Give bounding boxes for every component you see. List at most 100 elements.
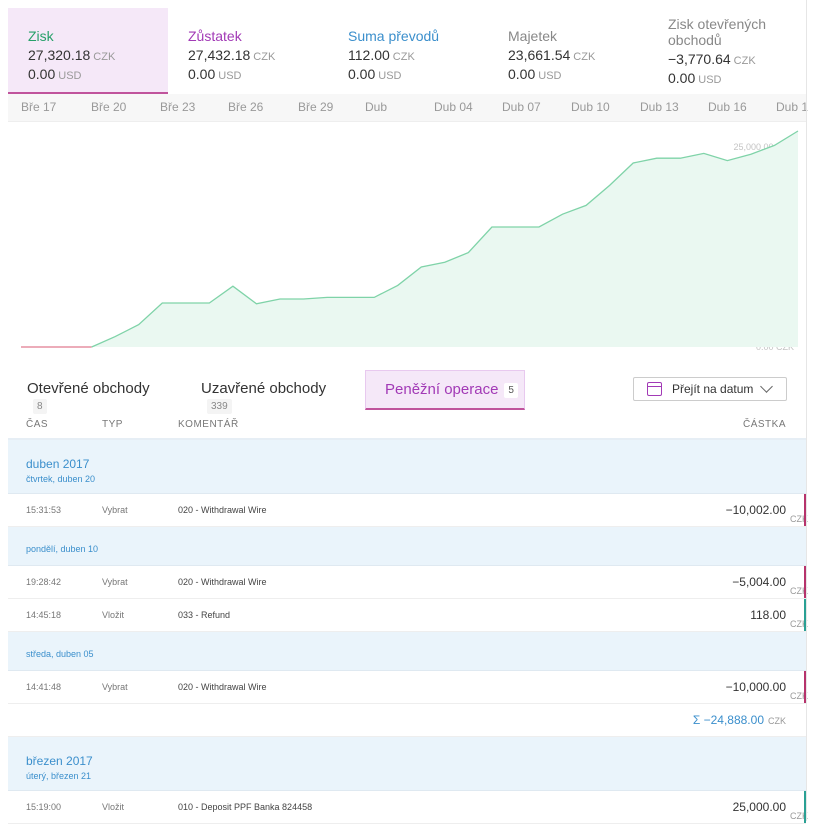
row-time: 15:31:53 bbox=[26, 505, 62, 515]
table-row[interactable]: 19:28:42 Vybrat 020 - Withdrawal Wire −5,00… bbox=[8, 566, 808, 599]
col-amount[interactable]: ČÁSTKA bbox=[742, 419, 786, 430]
row-type-marker bbox=[804, 671, 806, 703]
summary-card[interactable]: Majetek 23,661.54 CZK 0.00 USD bbox=[488, 8, 648, 94]
summary-title: Zisk otevřených obchodů bbox=[668, 16, 767, 48]
date-tick: Dub 13 bbox=[640, 100, 679, 114]
row-type-marker bbox=[804, 791, 806, 823]
unit-label: CZK bbox=[790, 691, 808, 701]
col-comment[interactable]: KOMENTÁŘ bbox=[178, 419, 239, 430]
table-row[interactable]: 15:31:53 Vybrat 020 - Withdrawal Wire −10,0… bbox=[8, 494, 808, 527]
date-tick: Dub 16 bbox=[708, 100, 747, 114]
row-type: Vložit bbox=[102, 610, 125, 620]
group-header: březen 2017 úterý, březen 21 bbox=[8, 737, 806, 791]
summary-usd: 0.00 USD bbox=[348, 66, 402, 82]
summary-czk: 112.00 CZK bbox=[348, 47, 415, 63]
unit-label: CZK bbox=[790, 619, 808, 629]
group-day: úterý, březen 21 bbox=[26, 771, 92, 781]
row-amount: −10,000.00 CZK bbox=[725, 680, 808, 701]
row-type-marker bbox=[804, 599, 806, 631]
row-amount: 25,000.00 CZK bbox=[732, 800, 808, 821]
summary-card[interactable]: Zisk otevřených obchodů −3,770.64 CZK 0.00 U… bbox=[648, 8, 806, 94]
date-tick: Bře 23 bbox=[160, 100, 196, 114]
tab-label: Otevřené obchody bbox=[27, 380, 150, 397]
date-tick: Bře 29 bbox=[298, 100, 334, 114]
summary-czk: 27,432.18 CZK bbox=[188, 47, 276, 63]
group-day: středa, duben 05 bbox=[26, 649, 94, 659]
summary-usd: 0.00 USD bbox=[188, 66, 242, 82]
tab-closed[interactable]: Uzavřené obchody 339 bbox=[182, 370, 352, 414]
row-type: Vložit bbox=[102, 802, 125, 812]
unit-label: CZK bbox=[790, 586, 808, 596]
unit-label: USD bbox=[698, 74, 722, 86]
row-comment: 020 - Withdrawal Wire bbox=[178, 682, 267, 692]
profit-chart: 0.00 CZK5,000.00 CZK10,000.00 CZK15,000.… bbox=[21, 130, 799, 352]
date-tick: Dub bbox=[365, 100, 388, 114]
group-month: duben 2017 bbox=[26, 457, 90, 471]
summary-card[interactable]: Zisk 27,320.18 CZK 0.00 USD bbox=[8, 8, 168, 94]
row-time: 14:41:48 bbox=[26, 682, 62, 692]
unit-label: CZK bbox=[392, 51, 415, 63]
col-time[interactable]: ČAS bbox=[26, 419, 49, 430]
summary-czk: 23,661.54 CZK bbox=[508, 47, 596, 63]
row-amount: −5,004.00 CZK bbox=[732, 575, 808, 596]
row-comment: 020 - Withdrawal Wire bbox=[178, 577, 267, 587]
area-fill bbox=[21, 131, 798, 347]
unit-label: CZK bbox=[253, 51, 276, 63]
table-row[interactable]: 14:45:18 Vložit 033 - Refund 118.00 CZK bbox=[8, 599, 808, 632]
date-tick: Dub 10 bbox=[571, 100, 610, 114]
summary-card[interactable]: Zůstatek 27,432.18 CZK 0.00 USD bbox=[168, 8, 328, 94]
row-type-marker bbox=[804, 566, 806, 598]
unit-label: CZK bbox=[573, 51, 596, 63]
dashboard: Zisk 27,320.18 CZK 0.00 USD Zůstatek 27,432.18… bbox=[8, 0, 809, 824]
table-row[interactable]: 15:19:00 Vložit 010 - Deposit PPF Banka 82… bbox=[8, 791, 808, 824]
tab-open[interactable]: Otevřené obchody 8 bbox=[8, 370, 168, 414]
operations-table: duben 2017 čtvrtek, duben 20 15:31:53 Vybra… bbox=[8, 440, 808, 824]
goto-date-label: Přejít na datum bbox=[672, 382, 754, 396]
group-header: duben 2017 čtvrtek, duben 20 bbox=[8, 440, 806, 494]
date-tick: Dub 04 bbox=[434, 100, 473, 114]
scroll-edge bbox=[806, 0, 807, 821]
tab-cash[interactable]: Peněžní operace 5 bbox=[365, 370, 525, 410]
group-sum: Σ −24,888.00 CZK bbox=[692, 713, 786, 727]
summary-card[interactable]: Suma převodů 112.00 CZK 0.00 USD bbox=[328, 8, 488, 94]
group-header: pondělí, duben 10 bbox=[8, 527, 806, 566]
calendar-icon bbox=[647, 382, 662, 396]
summary-title: Majetek bbox=[508, 28, 558, 44]
tab-count: 5 bbox=[504, 383, 518, 398]
summary-title: Zisk bbox=[28, 28, 54, 44]
tab-count: 8 bbox=[33, 399, 47, 414]
summary-title: Zůstatek bbox=[188, 28, 242, 44]
unit-label: CZK bbox=[790, 811, 808, 821]
row-comment: 020 - Withdrawal Wire bbox=[178, 505, 267, 515]
row-amount: −10,002.00 CZK bbox=[725, 503, 808, 524]
row-type: Vybrat bbox=[102, 505, 128, 515]
date-tick: Dub 07 bbox=[502, 100, 541, 114]
tab-label: Peněžní operace bbox=[385, 381, 499, 398]
group-sum-row: Σ −24,888.00 CZK bbox=[8, 704, 806, 737]
group-header: středa, duben 05 bbox=[8, 632, 806, 671]
unit-label: CZK bbox=[93, 51, 116, 63]
summary-usd: 0.00 USD bbox=[668, 70, 722, 86]
row-time: 15:19:00 bbox=[26, 802, 62, 812]
unit-label: USD bbox=[218, 70, 242, 82]
summary-czk: −3,770.64 CZK bbox=[668, 51, 756, 67]
col-type[interactable]: TYP bbox=[102, 419, 123, 430]
unit-label: USD bbox=[538, 70, 562, 82]
row-type: Vybrat bbox=[102, 577, 128, 587]
goto-date-button[interactable]: Přejít na datum bbox=[633, 377, 787, 401]
unit-label: CZK bbox=[790, 514, 808, 524]
row-amount: 118.00 CZK bbox=[750, 608, 808, 629]
group-day: čtvrtek, duben 20 bbox=[26, 474, 96, 484]
date-tick: Dub 1 bbox=[776, 100, 809, 114]
tab-count: 339 bbox=[207, 399, 232, 414]
row-comment: 010 - Deposit PPF Banka 824458 bbox=[178, 802, 313, 812]
date-axis: Bře 17 Bře 20 Bře 23 Bře 26 Bře 29 Dub Dub 04 D… bbox=[8, 94, 809, 122]
table-row[interactable]: 14:41:48 Vybrat 020 - Withdrawal Wire −10,0… bbox=[8, 671, 808, 704]
unit-label: CZK bbox=[768, 716, 786, 726]
summary-cards: Zisk 27,320.18 CZK 0.00 USD Zůstatek 27,432.18… bbox=[8, 0, 806, 94]
chevron-down-icon bbox=[760, 380, 773, 393]
summary-usd: 0.00 USD bbox=[28, 66, 82, 82]
tab-label: Uzavřené obchody bbox=[201, 380, 327, 397]
row-time: 14:45:18 bbox=[26, 610, 62, 620]
unit-label: USD bbox=[58, 70, 82, 82]
